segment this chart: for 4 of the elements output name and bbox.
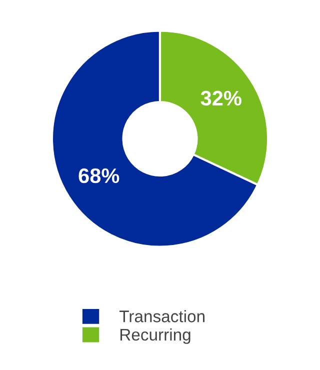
legend-label: Recurring — [120, 328, 190, 344]
legend-label: Transaction — [119, 310, 204, 322]
data-label: 68% — [78, 168, 120, 184]
data-label: 32% — [200, 90, 242, 106]
